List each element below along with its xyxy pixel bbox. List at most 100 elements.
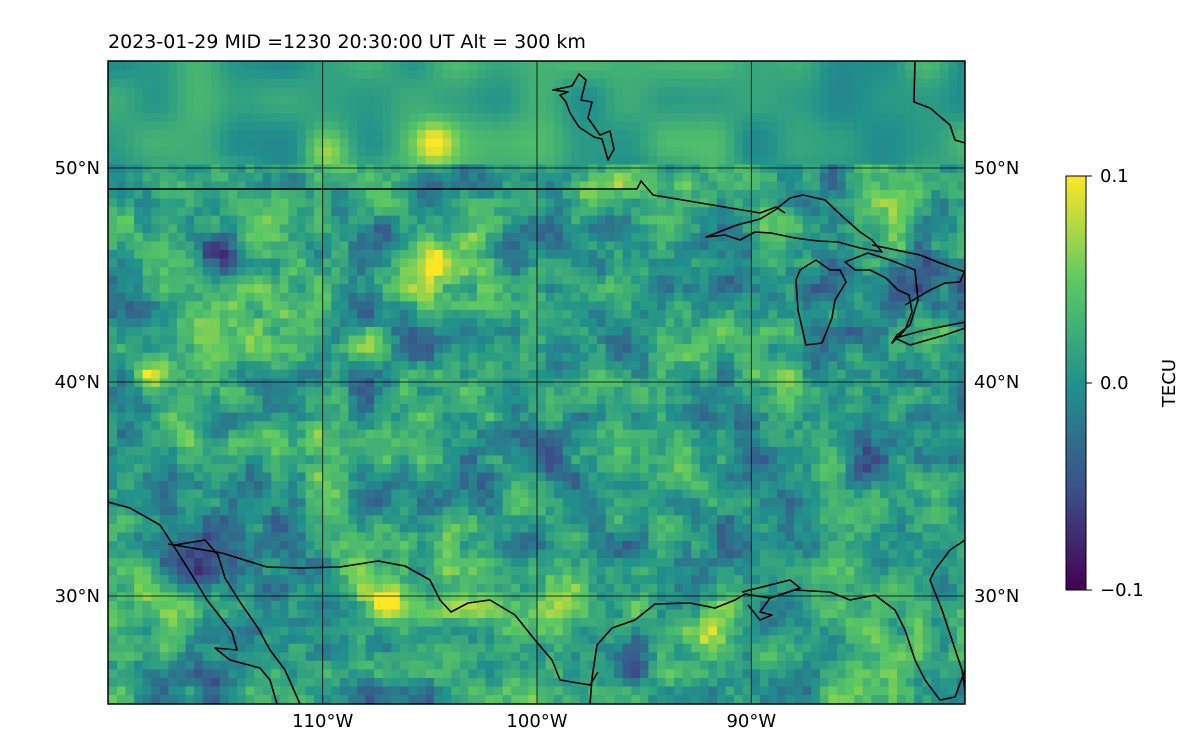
heatmap-cell bbox=[442, 369, 452, 379]
heatmap-cell bbox=[519, 463, 530, 473]
heatmap-cell bbox=[442, 403, 452, 413]
heatmap-cell bbox=[382, 420, 392, 430]
heatmap-cell bbox=[357, 95, 367, 105]
heatmap-cell bbox=[468, 454, 478, 464]
heatmap-cell bbox=[237, 129, 247, 139]
heatmap-cell bbox=[279, 172, 289, 182]
heatmap-cell bbox=[357, 531, 367, 541]
heatmap-cell bbox=[631, 574, 641, 584]
heatmap-cell bbox=[151, 300, 161, 310]
heatmap-cell bbox=[665, 583, 675, 593]
heatmap-cell bbox=[657, 412, 667, 422]
heatmap-cell bbox=[117, 360, 127, 370]
heatmap-cell bbox=[537, 283, 547, 293]
heatmap-cell bbox=[271, 223, 281, 233]
heatmap-cell bbox=[485, 540, 495, 550]
heatmap-cell bbox=[331, 454, 341, 464]
heatmap-cell bbox=[262, 608, 272, 618]
heatmap-cell bbox=[151, 523, 161, 533]
heatmap-cell bbox=[202, 643, 212, 653]
heatmap-cell bbox=[554, 446, 564, 456]
heatmap-cell bbox=[622, 120, 632, 131]
heatmap-cell bbox=[331, 677, 341, 687]
heatmap-cell bbox=[399, 651, 409, 661]
heatmap-cell bbox=[442, 61, 452, 62]
heatmap-cell bbox=[254, 677, 264, 687]
heatmap-cell bbox=[322, 471, 332, 482]
heatmap-cell bbox=[519, 257, 530, 268]
heatmap-cell bbox=[245, 206, 255, 216]
heatmap-cell bbox=[614, 548, 624, 559]
heatmap-cell bbox=[357, 360, 367, 370]
heatmap-cell bbox=[237, 386, 247, 396]
heatmap-cell bbox=[451, 215, 461, 225]
heatmap-cell bbox=[614, 223, 624, 233]
heatmap-cell bbox=[494, 634, 504, 644]
heatmap-cell bbox=[511, 523, 521, 533]
heatmap-cell bbox=[597, 506, 607, 516]
heatmap-cell bbox=[322, 394, 332, 404]
heatmap-cell bbox=[537, 180, 547, 190]
heatmap-cell bbox=[305, 574, 315, 584]
heatmap-cell bbox=[314, 506, 324, 516]
heatmap-cell bbox=[477, 69, 487, 79]
heatmap-cell bbox=[279, 206, 289, 216]
heatmap-cell bbox=[588, 198, 598, 208]
heatmap-cell bbox=[588, 489, 598, 499]
heatmap-cell bbox=[537, 360, 547, 370]
heatmap-cell bbox=[502, 129, 512, 139]
heatmap-cell bbox=[348, 326, 358, 336]
heatmap-cell bbox=[597, 412, 607, 422]
heatmap-cell bbox=[554, 334, 564, 345]
heatmap-cell bbox=[485, 548, 495, 559]
heatmap-cell bbox=[374, 292, 384, 302]
heatmap-cell bbox=[168, 266, 178, 276]
heatmap-cell bbox=[202, 651, 212, 661]
heatmap-cell bbox=[382, 326, 392, 336]
heatmap-cell bbox=[417, 600, 427, 610]
heatmap-cell bbox=[494, 369, 504, 379]
heatmap-cell bbox=[142, 634, 152, 644]
heatmap-cell bbox=[468, 394, 478, 404]
heatmap-cell bbox=[108, 95, 118, 105]
heatmap-cell bbox=[485, 651, 495, 661]
heatmap-cell bbox=[297, 386, 307, 396]
heatmap-cell bbox=[194, 386, 204, 396]
heatmap-cell bbox=[562, 215, 572, 225]
heatmap-cell bbox=[579, 540, 590, 550]
heatmap-cell bbox=[597, 334, 607, 345]
heatmap-cell bbox=[288, 223, 298, 233]
heatmap-cell bbox=[519, 215, 530, 225]
heatmap-cell bbox=[348, 360, 358, 370]
heatmap-cell bbox=[494, 566, 504, 576]
heatmap-cell bbox=[614, 608, 624, 618]
heatmap-cell bbox=[519, 78, 530, 88]
heatmap-cell bbox=[528, 497, 538, 507]
heatmap-cell bbox=[545, 660, 555, 670]
heatmap-cell bbox=[331, 240, 341, 250]
heatmap-cell bbox=[554, 574, 564, 584]
heatmap-cell bbox=[297, 360, 307, 370]
heatmap-cell bbox=[408, 360, 418, 370]
heatmap-cell bbox=[605, 155, 615, 165]
heatmap-cell bbox=[339, 360, 349, 370]
heatmap-cell bbox=[528, 292, 538, 302]
heatmap-cell bbox=[485, 189, 495, 199]
heatmap-cell bbox=[254, 531, 264, 541]
heatmap-cell bbox=[468, 369, 478, 379]
heatmap-cell bbox=[142, 189, 152, 199]
heatmap-cell bbox=[597, 668, 607, 678]
heatmap-cell bbox=[262, 446, 272, 456]
heatmap-cell bbox=[185, 548, 195, 559]
heatmap-cell bbox=[365, 155, 375, 165]
heatmap-cell bbox=[657, 420, 667, 430]
heatmap-cell bbox=[322, 172, 332, 182]
heatmap-cell bbox=[279, 61, 289, 71]
heatmap-cell bbox=[434, 240, 444, 250]
heatmap-cell bbox=[348, 643, 358, 653]
heatmap-cell bbox=[159, 497, 169, 507]
heatmap-cell bbox=[622, 566, 632, 576]
heatmap-cell bbox=[502, 112, 512, 122]
heatmap-cell bbox=[554, 138, 564, 148]
heatmap-cell bbox=[348, 180, 358, 190]
